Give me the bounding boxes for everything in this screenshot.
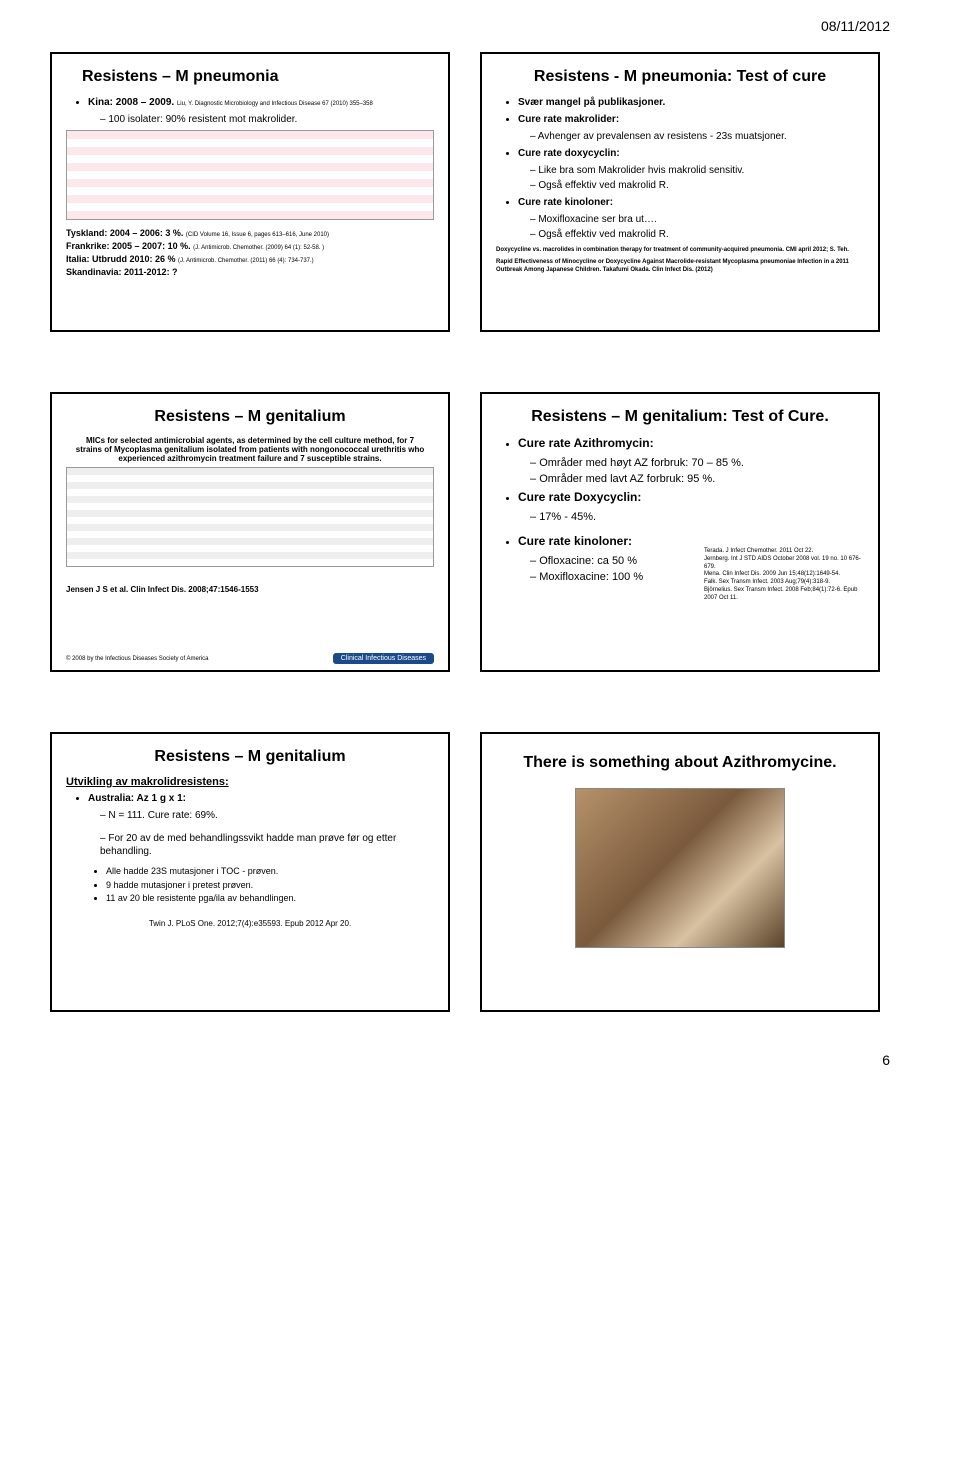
slide2-b4s2: Også effektiv ved makrolid R.	[530, 228, 864, 241]
slide4-c3: Mena. Clin Infect Dis. 2009 Jun 15;48(12…	[704, 571, 864, 579]
slide2-b2-text: Cure rate makrolider:	[518, 114, 619, 125]
slide1-l1-text: Tyskland: 2004 – 2006: 3 %.	[66, 228, 183, 238]
slide1-l2-cite: (J. Antimicrob. Chemother. (2009) 64 (1)…	[193, 245, 324, 251]
slide4-b2-text: Cure rate Doxycyclin:	[518, 490, 641, 504]
slide5-title: Resistens – M genitalium	[66, 748, 434, 766]
slide1-title: Resistens – M pneumonia	[66, 68, 434, 86]
slide2-b4: Cure rate kinoloner: Moxifloxacine ser b…	[518, 196, 864, 241]
slide2-b1: Svær mangel på publikasjoner.	[518, 96, 864, 109]
slide2-c2: Rapid Effectiveness of Minocycline or Do…	[496, 259, 864, 275]
slide2-cites: Doxycycline vs. macrolides in combinatio…	[496, 247, 864, 274]
slide5-b1: Australia: Az 1 g x 1: N = 111. Cure rat…	[88, 792, 434, 822]
slide1-l3-text: Italia: Utbrudd 2010: 26 %	[66, 254, 176, 264]
slide5-b2-wrap: For 20 av de med behandlingssvikt hadde …	[88, 832, 434, 858]
slide3-sub: MICs for selected antimicrobial agents, …	[66, 436, 434, 463]
slide5-h1: Utvikling av makrolidresistens:	[66, 776, 434, 788]
slide4-b3-text: Cure rate kinoloner:	[518, 534, 632, 548]
slide6-title: There is something about Azithromycine.	[496, 754, 864, 772]
slide2-b3s2: Også effektiv ved makrolid R.	[530, 179, 864, 192]
slide1-mic-table	[66, 130, 434, 220]
slide5-b1-text: Australia: Az 1 g x 1:	[88, 793, 186, 804]
slide-5: Resistens – M genitalium Utvikling av ma…	[50, 732, 450, 1012]
slide4-b3s1: Ofloxacine: ca 50 %	[530, 554, 696, 568]
slide-1: Resistens – M pneumonia Kina: 2008 – 200…	[50, 52, 450, 332]
slide4-cites: Terada. J Infect Chemother. 2011 Oct 22.…	[704, 530, 864, 603]
row-1: Resistens – M pneumonia Kina: 2008 – 200…	[50, 52, 910, 332]
slide-3: Resistens – M genitalium MICs for select…	[50, 392, 450, 672]
slide2-b4s1: Moxifloxacine ser bra ut….	[530, 213, 864, 226]
slide3-mic-table	[66, 467, 434, 567]
slide4-b1: Cure rate Azithromycin: Områder med høyt…	[518, 436, 864, 486]
slide4-b1-text: Cure rate Azithromycin:	[518, 436, 654, 450]
slide5-l2: 9 hadde mutasjoner i pretest prøven.	[106, 880, 434, 892]
slide4-c5: Björnelius. Sex Transm Infect. 2008 Feb;…	[704, 587, 864, 603]
slides-grid: Resistens – M pneumonia Kina: 2008 – 200…	[0, 42, 960, 1052]
slide4-b2s: 17% - 45%.	[530, 510, 864, 524]
slide4-b1s1: Områder med høyt AZ forbruk: 70 – 85 %.	[530, 456, 864, 470]
slide3-footer: © 2008 by the Infectious Diseases Societ…	[66, 653, 434, 664]
slide5-l3: 11 av 20 ble resistente pga/ila av behan…	[106, 893, 434, 905]
slide5-b2: For 20 av de med behandlingssvikt hadde …	[100, 832, 434, 858]
slide4-c2: Jernberg. Int J STD AIDS October 2008 vo…	[704, 556, 864, 572]
slide5-b1s: N = 111. Cure rate: 69%.	[100, 809, 434, 822]
slide5-l1: Alle hadde 23S mutasjoner i TOC - prøven…	[106, 866, 434, 878]
slide4-title: Resistens – M genitalium: Test of Cure.	[496, 408, 864, 426]
page-number: 6	[0, 1052, 960, 1088]
slide4-b3s2: Moxifloxacine: 100 %	[530, 570, 696, 584]
slide2-b3-text: Cure rate doxycyclin:	[518, 148, 620, 159]
slide1-b1-cite: Liu, Y. Diagnostic Microbiology and Infe…	[177, 101, 373, 107]
slide6-photo	[575, 788, 785, 948]
slide-6: There is something about Azithromycine.	[480, 732, 880, 1012]
slide-4: Resistens – M genitalium: Test of Cure. …	[480, 392, 880, 672]
slide3-foot-right: Clinical Infectious Diseases	[333, 653, 434, 664]
slide2-b3s1: Like bra som Makrolider hvis makrolid se…	[530, 164, 864, 177]
slide2-b2s: Avhenger av prevalensen av resistens - 2…	[530, 130, 864, 143]
slide3-title: Resistens – M genitalium	[66, 408, 434, 426]
slide1-b1sub: 100 isolater: 90% resistent mot makrolid…	[100, 113, 434, 126]
slide1-b1: Kina: 2008 – 2009. Liu, Y. Diagnostic Mi…	[88, 96, 434, 126]
slide1-l4: Skandinavia: 2011-2012: ?	[66, 267, 434, 277]
slide2-c1: Doxycycline vs. macrolides in combinatio…	[496, 247, 864, 255]
row-2: Resistens – M genitalium MICs for select…	[50, 392, 910, 672]
slide1-l1-cite: (CID Volume 16, Issue 6, pages 613–616, …	[186, 232, 329, 238]
slide4-c4: Falk. Sex Transm Infect. 2003 Aug;79(4):…	[704, 579, 864, 587]
slide1-l3-cite: (J. Antimicrob. Chemother. (2011) 66 (4)…	[178, 258, 314, 264]
slide4-b3: Cure rate kinoloner: Ofloxacine: ca 50 %…	[518, 534, 696, 584]
slide1-l2: Frankrike: 2005 – 2007: 10 %. (J. Antimi…	[66, 241, 434, 251]
page-date: 08/11/2012	[0, 0, 960, 42]
row-3: Resistens – M genitalium Utvikling av ma…	[50, 732, 910, 1012]
slide2-title: Resistens - M pneumonia: Test of cure	[496, 68, 864, 86]
slide1-b1-text: Kina: 2008 – 2009.	[88, 97, 174, 108]
slide5-cite: Twin J. PLoS One. 2012;7(4):e35593. Epub…	[66, 919, 434, 928]
slide4-b1s2: Områder med lavt AZ forbruk: 95 %.	[530, 472, 864, 486]
slide4-c1: Terada. J Infect Chemother. 2011 Oct 22.	[704, 548, 864, 556]
slide1-l2-text: Frankrike: 2005 – 2007: 10 %.	[66, 241, 191, 251]
slide2-b3: Cure rate doxycyclin: Like bra som Makro…	[518, 147, 864, 192]
slide3-cite: Jensen J S et al. Clin Infect Dis. 2008;…	[66, 585, 434, 594]
slide2-b2: Cure rate makrolider: Avhenger av preval…	[518, 113, 864, 143]
slide1-l1: Tyskland: 2004 – 2006: 3 %. (CID Volume …	[66, 228, 434, 238]
slide-2: Resistens - M pneumonia: Test of cure Sv…	[480, 52, 880, 332]
slide4-b2: Cure rate Doxycyclin: 17% - 45%.	[518, 490, 864, 524]
slide2-b4-text: Cure rate kinoloner:	[518, 197, 613, 208]
slide3-foot-left: © 2008 by the Infectious Diseases Societ…	[66, 656, 209, 662]
slide1-l3: Italia: Utbrudd 2010: 26 % (J. Antimicro…	[66, 254, 434, 264]
